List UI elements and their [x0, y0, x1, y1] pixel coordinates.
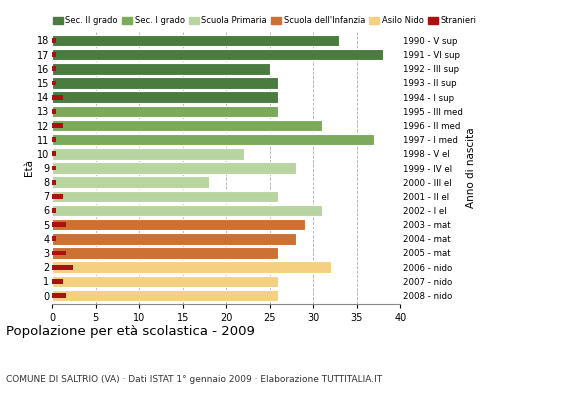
- Bar: [52, 276, 278, 287]
- Bar: [52, 151, 56, 156]
- Bar: [52, 208, 56, 213]
- Bar: [52, 219, 305, 230]
- Bar: [52, 63, 270, 75]
- Bar: [52, 194, 63, 199]
- Bar: [52, 80, 56, 86]
- Bar: [52, 205, 322, 216]
- Bar: [52, 123, 63, 128]
- Bar: [52, 236, 56, 241]
- Bar: [52, 176, 209, 188]
- Bar: [52, 109, 56, 114]
- Legend: Sec. II grado, Sec. I grado, Scuola Primaria, Scuola dell'Infanzia, Asilo Nido, : Sec. II grado, Sec. I grado, Scuola Prim…: [53, 16, 476, 25]
- Bar: [52, 106, 278, 117]
- Bar: [52, 120, 322, 131]
- Bar: [52, 77, 278, 89]
- Bar: [52, 247, 278, 259]
- Bar: [52, 265, 73, 270]
- Bar: [52, 49, 383, 60]
- Y-axis label: Anno di nascita: Anno di nascita: [466, 128, 476, 208]
- Bar: [52, 66, 56, 71]
- Text: COMUNE DI SALTRIO (VA) · Dati ISTAT 1° gennaio 2009 · Elaborazione TUTTITALIA.IT: COMUNE DI SALTRIO (VA) · Dati ISTAT 1° g…: [6, 375, 382, 384]
- Bar: [52, 137, 56, 142]
- Bar: [52, 35, 339, 46]
- Bar: [52, 180, 56, 185]
- Bar: [52, 261, 331, 273]
- Bar: [52, 293, 66, 298]
- Bar: [52, 222, 66, 227]
- Bar: [52, 290, 278, 301]
- Bar: [52, 52, 56, 57]
- Text: Popolazione per età scolastica - 2009: Popolazione per età scolastica - 2009: [6, 325, 255, 338]
- Bar: [52, 95, 63, 100]
- Bar: [52, 279, 63, 284]
- Bar: [52, 250, 66, 256]
- Bar: [52, 148, 244, 160]
- Bar: [52, 166, 56, 170]
- Bar: [52, 38, 56, 43]
- Bar: [52, 162, 296, 174]
- Bar: [52, 134, 374, 146]
- Y-axis label: Età: Età: [24, 160, 34, 176]
- Bar: [52, 190, 278, 202]
- Bar: [52, 233, 296, 245]
- Bar: [52, 91, 278, 103]
